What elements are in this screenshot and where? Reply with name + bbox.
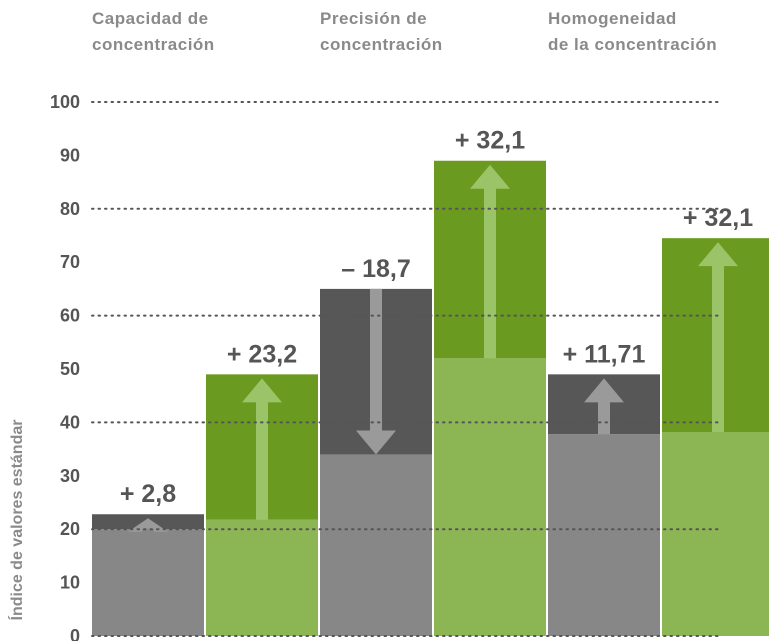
category-title-precision: Precisión de concentración (320, 9, 443, 54)
y-tick-label: 100 (50, 92, 80, 112)
bar-data-label: + 2,8 (120, 480, 176, 508)
bar-data-label: + 32,1 (455, 127, 525, 155)
change-arrow-icon (698, 242, 738, 433)
y-tick-label: 10 (60, 573, 80, 593)
change-arrow-icon (242, 378, 282, 520)
y-tick-label: 80 (60, 199, 80, 219)
bar-base (662, 432, 769, 636)
change-arrow-icon (356, 288, 396, 455)
category-title-homogeneidad: Homogeneidad de la concentración (548, 9, 718, 54)
bar-data-label: + 23,2 (227, 340, 297, 368)
y-tick-label: 20 (60, 519, 80, 539)
y-tick-label: 30 (60, 466, 80, 486)
bar-base (92, 529, 204, 636)
bar-base (206, 519, 318, 636)
data-labels: + 2,8 + 23,2 – 18,7 + 32,1 + 11,71 + 32,1 (120, 127, 753, 509)
y-ticks: 0 10 20 30 40 50 60 70 80 90 100 (50, 92, 80, 641)
y-tick-label: 90 (60, 145, 80, 165)
bars (92, 160, 769, 636)
change-arrow-icon (470, 164, 510, 359)
change-arrow-icon (584, 378, 624, 435)
grid-lines (91, 101, 719, 637)
bar-base (548, 434, 660, 636)
y-tick-label: 70 (60, 252, 80, 272)
category-title-capacidad: Capacidad de concentración (92, 9, 215, 54)
y-tick-label: 50 (60, 359, 80, 379)
bar-data-label: – 18,7 (341, 255, 411, 283)
bar-base (434, 358, 546, 636)
y-tick-label: 0 (70, 626, 80, 641)
y-tick-label: 60 (60, 306, 80, 326)
bar-data-label: + 32,1 (683, 204, 753, 232)
y-tick-label: 40 (60, 412, 80, 432)
bar-data-label: + 11,71 (563, 340, 646, 368)
bar-base (320, 454, 432, 636)
